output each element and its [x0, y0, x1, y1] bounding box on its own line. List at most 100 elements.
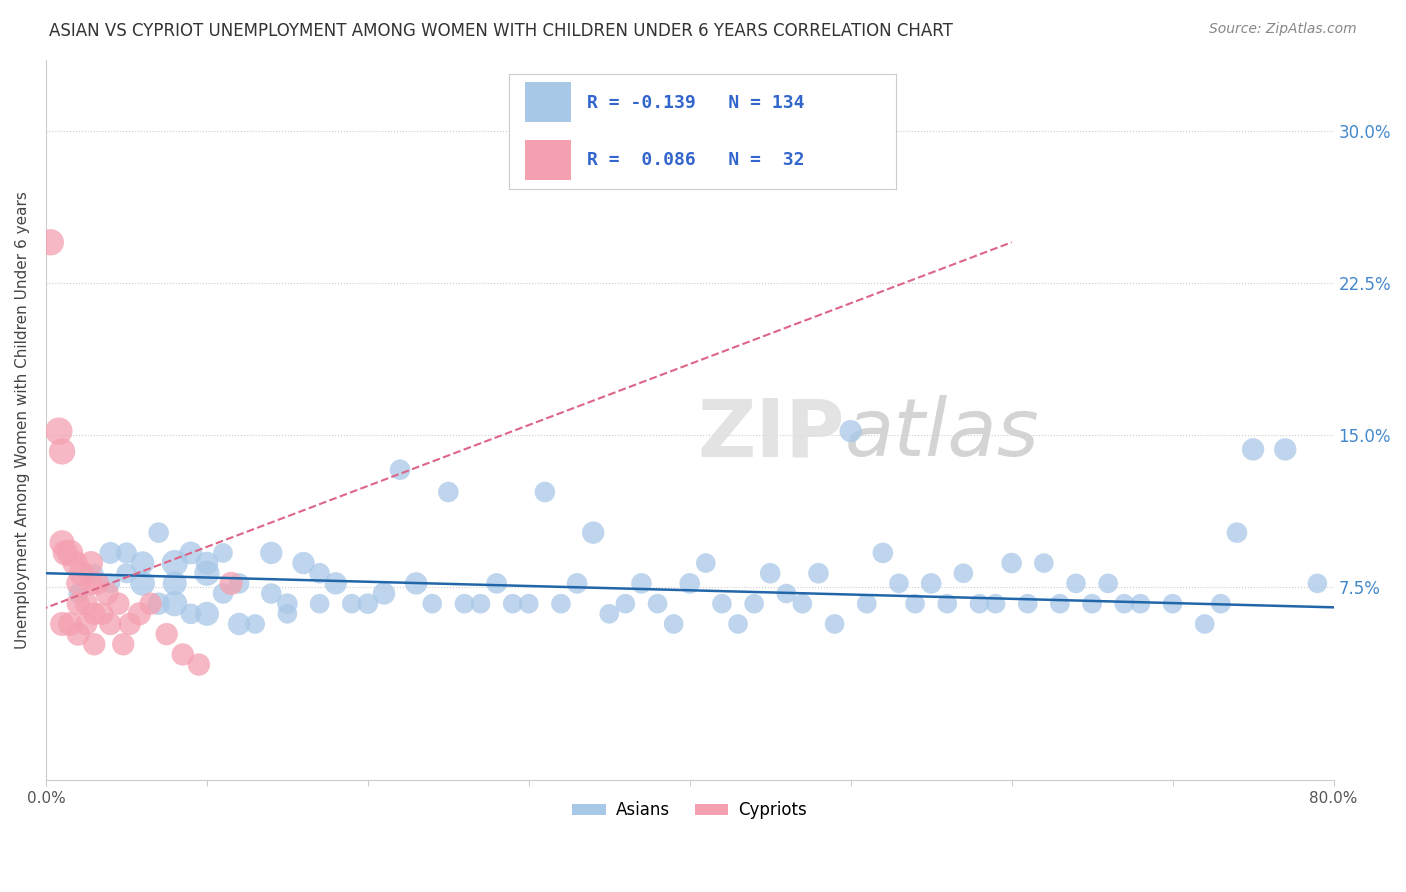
Point: [969, 597, 991, 611]
Point: [131, 576, 153, 591]
Point: [1306, 576, 1329, 591]
Point: [75, 617, 97, 632]
Point: [647, 597, 669, 611]
Point: [614, 597, 637, 611]
Point: [148, 597, 170, 611]
Point: [839, 424, 862, 438]
Text: atlas: atlas: [844, 395, 1039, 474]
Point: [292, 556, 315, 570]
Point: [727, 617, 749, 632]
Point: [163, 597, 186, 611]
Point: [792, 597, 814, 611]
Point: [53, 546, 76, 560]
Point: [59, 546, 82, 560]
Point: [405, 576, 427, 591]
Point: [195, 566, 218, 581]
Point: [1129, 597, 1152, 611]
Point: [98, 576, 121, 591]
Point: [1241, 442, 1264, 457]
Point: [1001, 556, 1024, 570]
Point: [180, 546, 202, 560]
Point: [219, 576, 242, 591]
Text: Source: ZipAtlas.com: Source: ZipAtlas.com: [1209, 22, 1357, 37]
Point: [1274, 442, 1296, 457]
Point: [59, 617, 82, 632]
Point: [598, 607, 620, 621]
Point: [855, 597, 877, 611]
Point: [80, 576, 103, 591]
Point: [212, 546, 235, 560]
Point: [1161, 597, 1184, 611]
Point: [39, 235, 62, 250]
Point: [904, 597, 927, 611]
Point: [48, 424, 70, 438]
Point: [357, 597, 380, 611]
Point: [742, 597, 765, 611]
Point: [340, 597, 363, 611]
Point: [276, 607, 298, 621]
Point: [180, 607, 202, 621]
Point: [453, 597, 475, 611]
Point: [630, 576, 652, 591]
Point: [920, 576, 942, 591]
Point: [565, 576, 588, 591]
Point: [1064, 576, 1087, 591]
Point: [67, 627, 90, 641]
Point: [163, 576, 186, 591]
Point: [245, 617, 267, 632]
Point: [91, 607, 114, 621]
Point: [824, 617, 846, 632]
Point: [1194, 617, 1216, 632]
Point: [695, 556, 717, 570]
Point: [98, 617, 121, 632]
Point: [470, 597, 492, 611]
Point: [115, 546, 138, 560]
Point: [872, 546, 894, 560]
Point: [308, 566, 330, 581]
Point: [70, 566, 93, 581]
Point: [1209, 597, 1232, 611]
Point: [107, 597, 129, 611]
Point: [51, 535, 73, 549]
Point: [1032, 556, 1054, 570]
Point: [1017, 597, 1039, 611]
Point: [83, 607, 105, 621]
Point: [260, 546, 283, 560]
Point: [1226, 525, 1249, 540]
Point: [308, 597, 330, 611]
Point: [98, 546, 121, 560]
Point: [679, 576, 702, 591]
Point: [131, 556, 153, 570]
Point: [148, 525, 170, 540]
Point: [550, 597, 572, 611]
Point: [325, 576, 347, 591]
Point: [389, 463, 412, 477]
Y-axis label: Unemployment Among Women with Children Under 6 years: Unemployment Among Women with Children U…: [15, 191, 30, 648]
Point: [887, 576, 910, 591]
Text: ZIP: ZIP: [697, 395, 844, 474]
Point: [83, 566, 105, 581]
Point: [1081, 597, 1104, 611]
Point: [172, 648, 194, 662]
Point: [984, 597, 1007, 611]
Point: [163, 556, 186, 570]
Point: [517, 597, 540, 611]
Point: [582, 525, 605, 540]
Point: [67, 576, 90, 591]
Point: [96, 586, 118, 600]
Point: [115, 566, 138, 581]
Point: [75, 597, 97, 611]
Point: [128, 607, 150, 621]
Point: [212, 586, 235, 600]
Text: ASIAN VS CYPRIOT UNEMPLOYMENT AMONG WOMEN WITH CHILDREN UNDER 6 YEARS CORRELATIO: ASIAN VS CYPRIOT UNEMPLOYMENT AMONG WOME…: [49, 22, 953, 40]
Point: [67, 586, 90, 600]
Point: [952, 566, 974, 581]
Point: [139, 597, 162, 611]
Point: [710, 597, 733, 611]
Point: [118, 617, 141, 632]
Point: [86, 576, 108, 591]
Point: [276, 597, 298, 611]
Legend: Asians, Cypriots: Asians, Cypriots: [565, 795, 814, 826]
Point: [1049, 597, 1071, 611]
Point: [228, 576, 250, 591]
